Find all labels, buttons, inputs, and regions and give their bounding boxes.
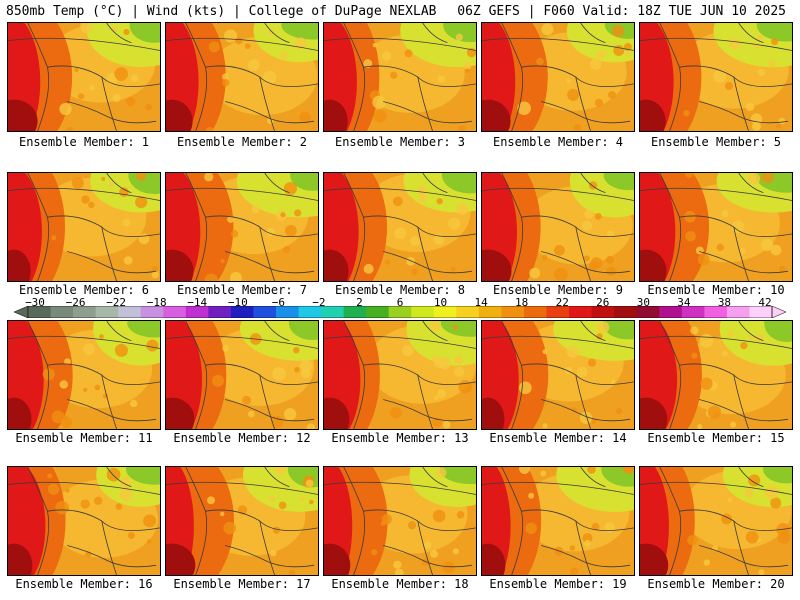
model-run-info: 06Z GEFS | F060 Valid: 18Z TUE JUN 10 20… xyxy=(457,4,786,19)
colorbar-tick-label: 34 xyxy=(677,296,691,309)
colorbar-tick-label: 14 xyxy=(474,296,488,309)
colorbar-segment xyxy=(118,306,142,318)
colorbar-segment xyxy=(569,306,593,318)
colorbar-segment xyxy=(230,306,254,318)
ensemble-member-map xyxy=(639,172,793,282)
ensemble-member-label: Ensemble Member: 6 xyxy=(18,283,150,297)
colorbar-segment xyxy=(253,306,277,318)
ensemble-member-label: Ensemble Member: 20 xyxy=(647,577,785,591)
ensemble-member-label: Ensemble Member: 8 xyxy=(334,283,466,297)
ensemble-member-label: Ensemble Member: 2 xyxy=(176,135,308,149)
colorbar-tick-label: 18 xyxy=(515,296,529,309)
ensemble-member-label: Ensemble Member: 12 xyxy=(173,431,311,445)
colorbar-segment xyxy=(704,306,728,318)
ensemble-member-map xyxy=(165,22,319,132)
colorbar-tick-label: −26 xyxy=(65,296,86,309)
colorbar-tick-label: −22 xyxy=(106,296,127,309)
colorbar-tick-label: 22 xyxy=(555,296,569,309)
ensemble-member-label: Ensemble Member: 16 xyxy=(15,577,153,591)
colorbar-segment xyxy=(163,306,187,318)
colorbar-segment xyxy=(185,306,209,318)
ensemble-member-map xyxy=(639,320,793,430)
ensemble-member-map xyxy=(323,466,477,576)
colorbar-segment xyxy=(524,306,548,318)
colorbar-segment xyxy=(208,306,232,318)
colorbar-tick-label: 38 xyxy=(717,296,732,309)
colorbar-segment xyxy=(659,306,683,318)
colorbar-segment xyxy=(343,306,367,318)
colorbar-segment xyxy=(28,306,52,318)
ensemble-member-map xyxy=(323,22,477,132)
ensemble-member-map xyxy=(481,172,635,282)
colorbar-tick-label: 2 xyxy=(356,296,363,309)
colorbar-tick-label: 6 xyxy=(396,296,404,309)
colorbar-segment xyxy=(546,306,570,318)
colorbar-segment xyxy=(749,306,773,318)
colorbar-tick-label: 10 xyxy=(433,296,448,309)
ensemble-member-map xyxy=(165,466,319,576)
ensemble-member-map xyxy=(639,466,793,576)
colorbar-segment xyxy=(614,306,638,318)
colorbar-segment xyxy=(366,306,390,318)
ensemble-member-label: Ensemble Member: 14 xyxy=(489,431,627,445)
colorbar-segment xyxy=(636,306,660,318)
colorbar-segment xyxy=(433,306,457,318)
ensemble-member-map xyxy=(7,172,161,282)
colorbar-tick-label: −6 xyxy=(271,296,285,309)
colorbar-segment xyxy=(388,306,412,318)
ensemble-member-map xyxy=(323,320,477,430)
ensemble-member-label: Ensemble Member: 15 xyxy=(647,431,785,445)
ensemble-member-map xyxy=(639,22,793,132)
ensemble-member-map xyxy=(165,172,319,282)
colorbar-segment xyxy=(411,306,435,318)
colorbar-segment xyxy=(321,306,345,318)
ensemble-member-label: Ensemble Member: 13 xyxy=(331,431,469,445)
colorbar-tick-label: −2 xyxy=(312,296,326,309)
ensemble-member-map xyxy=(323,172,477,282)
colorbar-segment xyxy=(140,306,164,318)
ensemble-member-label: Ensemble Member: 19 xyxy=(489,577,627,591)
colorbar-tick-label: −14 xyxy=(187,296,208,309)
colorbar-segment xyxy=(95,306,119,318)
temperature-colorbar xyxy=(14,306,786,318)
ensemble-member-label: Ensemble Member: 5 xyxy=(650,135,782,149)
ensemble-member-label: Ensemble Member: 9 xyxy=(492,283,624,297)
colorbar-segment xyxy=(591,306,615,318)
ensemble-member-map xyxy=(481,466,635,576)
colorbar-tick-label: −18 xyxy=(146,296,167,309)
colorbar-segment xyxy=(298,306,322,318)
colorbar-segment xyxy=(726,306,750,318)
ensemble-member-map xyxy=(7,22,161,132)
ensemble-member-label: Ensemble Member: 11 xyxy=(15,431,153,445)
ensemble-member-label: Ensemble Member: 10 xyxy=(647,283,785,297)
colorbar-segment xyxy=(478,306,502,318)
ensemble-member-map xyxy=(165,320,319,430)
colorbar-segment xyxy=(50,306,74,318)
ensemble-member-label: Ensemble Member: 4 xyxy=(492,135,624,149)
colorbar-tick-label: −10 xyxy=(227,296,248,309)
colorbar-tick-label: −30 xyxy=(25,296,45,309)
ensemble-member-label: Ensemble Member: 17 xyxy=(173,577,311,591)
map-title: 850mb Temp (°C) | Wind (kts) | College o… xyxy=(6,4,437,19)
colorbar-segment xyxy=(681,306,705,318)
colorbar-segment xyxy=(73,306,97,318)
colorbar-high-arrow xyxy=(771,306,786,318)
colorbar-tick-label: 26 xyxy=(596,296,610,309)
colorbar-segment xyxy=(276,306,300,318)
ensemble-member-map xyxy=(481,320,635,430)
ensemble-member-label: Ensemble Member: 1 xyxy=(18,135,150,149)
ensemble-member-map xyxy=(7,466,161,576)
ensemble-member-map xyxy=(7,320,161,430)
colorbar-segment xyxy=(501,306,525,318)
colorbar-segment xyxy=(456,306,480,318)
ensemble-member-label: Ensemble Member: 18 xyxy=(331,577,469,591)
ensemble-member-label: Ensemble Member: 7 xyxy=(176,283,308,297)
ensemble-member-map xyxy=(481,22,635,132)
colorbar-tick-label: 30 xyxy=(636,296,650,309)
colorbar-tick-label: 42 xyxy=(758,296,772,309)
ensemble-member-label: Ensemble Member: 3 xyxy=(334,135,466,149)
